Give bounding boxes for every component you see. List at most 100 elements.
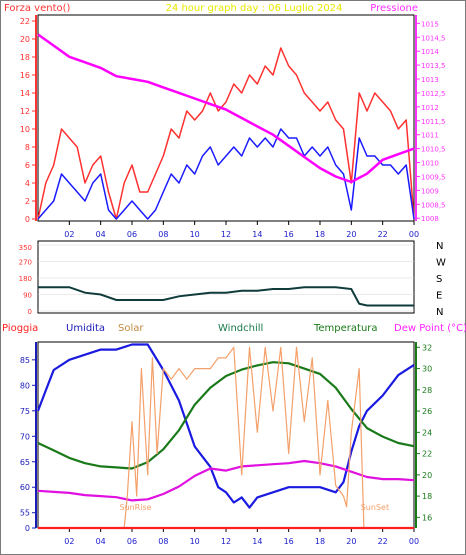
sunrise-label: SunRise	[119, 503, 151, 512]
right-tick-label-1: 1014,5	[421, 34, 446, 42]
left-tick-label-1: 8	[25, 143, 30, 152]
series-line-direction	[38, 286, 414, 307]
weather-chart: Pioggia Umidita Solar Windchill Temperatura D…	[2, 323, 466, 546]
x-tick-label-1: 02	[64, 230, 74, 239]
x-tick-label-1: 04	[96, 230, 106, 239]
left-tick-label-1: 14	[20, 89, 30, 98]
right-tick-label-3: 32	[422, 343, 432, 352]
x-tick-label-1: 20	[346, 230, 356, 239]
dir-tick-label-2: 0	[28, 308, 32, 316]
chart-title-1: 24 hour graph day : 06 Luglio 2024	[166, 3, 343, 14]
x-tick-label-1: 16	[284, 230, 294, 239]
x-tick-label-3: 12	[221, 537, 231, 546]
x-tick-label-3: 22	[378, 537, 388, 546]
legend-label-3: Pioggia	[2, 323, 38, 334]
legend-label-3: Umidita	[66, 323, 105, 334]
x-tick-label-3: 02	[64, 537, 74, 546]
series-line-solar	[38, 346, 414, 529]
series-line-vento-medio	[37, 128, 415, 220]
left-tick-label-3: 55	[20, 509, 30, 518]
x-tick-label-3: 04	[96, 537, 106, 546]
x-tick-label-3: 06	[127, 537, 137, 546]
left-tick-label-1: 6	[25, 161, 30, 170]
right-tick-label-1: 1011,5	[421, 118, 446, 126]
right-tick-label-1: 1012	[421, 104, 439, 112]
plot-area-2	[37, 240, 415, 314]
right-tick-label-1: 1008	[421, 215, 439, 223]
x-tick-label-1: 14	[252, 230, 262, 239]
left-tick-label-1: 12	[20, 107, 30, 116]
right-tick-label-3: 18	[422, 492, 432, 501]
legend-label-3: Solar	[118, 323, 144, 334]
right-tick-label-3: 16	[422, 513, 432, 522]
compass-label-2: W	[436, 258, 446, 269]
left-tick-label-3: 80	[20, 381, 30, 390]
right-tick-label-1: 1013,5	[421, 62, 446, 70]
x-tick-label-3: 14	[252, 537, 262, 546]
right-axis-title-1: Pressione	[370, 3, 418, 14]
x-tick-label-1: 18	[315, 230, 325, 239]
plot-area-1	[37, 14, 415, 222]
x-tick-label-3: 10	[190, 537, 200, 546]
left-tick-label-1: 20	[20, 35, 30, 44]
right-tick-label-1: 1015	[421, 20, 439, 28]
right-tick-label-1: 1011	[421, 132, 439, 140]
plot-area-3	[37, 341, 415, 529]
right-tick-label-1: 1012,5	[421, 90, 446, 98]
x-tick-label-1: 12	[221, 230, 231, 239]
compass-label-2: E	[436, 291, 442, 302]
left-tick-label-3: 75	[20, 407, 30, 416]
right-tick-label-1: 1014	[421, 48, 439, 56]
left-tick-label-3: 0	[25, 524, 30, 533]
right-tick-label-1: 1009,5	[421, 173, 446, 181]
left-tick-label-3: 85	[20, 356, 30, 365]
right-tick-label-3: 26	[422, 407, 432, 416]
x-tick-label-1: 08	[158, 230, 168, 239]
legend-label-3: Dew Point (°C)	[394, 323, 466, 334]
x-tick-label-3: 20	[346, 537, 356, 546]
legend-label-3: Windchill	[218, 323, 263, 334]
right-tick-label-1: 1010	[421, 160, 439, 168]
x-tick-label-3: 18	[315, 537, 325, 546]
right-tick-label-3: 28	[422, 386, 432, 395]
left-tick-label-1: 16	[20, 71, 30, 80]
x-tick-label-1: 00	[409, 230, 419, 239]
left-tick-label-3: 65	[20, 458, 30, 467]
x-tick-label-3: 08	[158, 537, 168, 546]
left-tick-label-1: 2	[25, 197, 30, 206]
series-line-temperatura	[37, 361, 415, 470]
left-tick-label-1: 22	[20, 17, 30, 26]
dir-tick-label-2: 350	[19, 244, 32, 252]
x-tick-label-3: 16	[284, 537, 294, 546]
left-tick-label-3: 60	[20, 483, 30, 492]
dir-tick-label-2: 90	[23, 292, 32, 300]
compass-label-2: S	[436, 274, 442, 285]
right-tick-label-1: 1013	[421, 76, 439, 84]
left-tick-label-1: 4	[25, 179, 30, 188]
legend-label-3: Temperatura	[313, 323, 378, 334]
right-tick-label-1: 1008,5	[421, 201, 446, 209]
left-tick-label-1: 10	[20, 125, 30, 134]
x-tick-label-1: 06	[127, 230, 137, 239]
right-tick-label-1: 1009	[421, 187, 439, 195]
series-line-dew-point	[37, 459, 415, 502]
left-tick-label-3: 70	[20, 432, 30, 441]
right-tick-label-3: 20	[422, 471, 432, 480]
dir-tick-label-2: 270	[19, 259, 32, 267]
x-tick-label-3: 00	[409, 537, 419, 546]
sunset-label: SunSet	[361, 503, 389, 512]
wind-pressure-chart: 024681012141618202210081008,510091009,51…	[4, 3, 446, 239]
right-tick-label-3: 30	[422, 365, 432, 374]
left-axis-title-1: Forza vento()	[4, 3, 71, 14]
right-tick-label-1: 1010,5	[421, 146, 446, 154]
x-tick-label-1: 10	[190, 230, 200, 239]
x-tick-label-1: 22	[378, 230, 388, 239]
compass-label-2: N	[436, 307, 443, 318]
dir-tick-label-2: 180	[19, 275, 32, 283]
left-tick-label-1: 18	[20, 53, 30, 62]
compass-label-2: N	[436, 241, 443, 252]
left-tick-label-1: 0	[25, 215, 30, 224]
right-tick-label-3: 24	[422, 428, 432, 437]
